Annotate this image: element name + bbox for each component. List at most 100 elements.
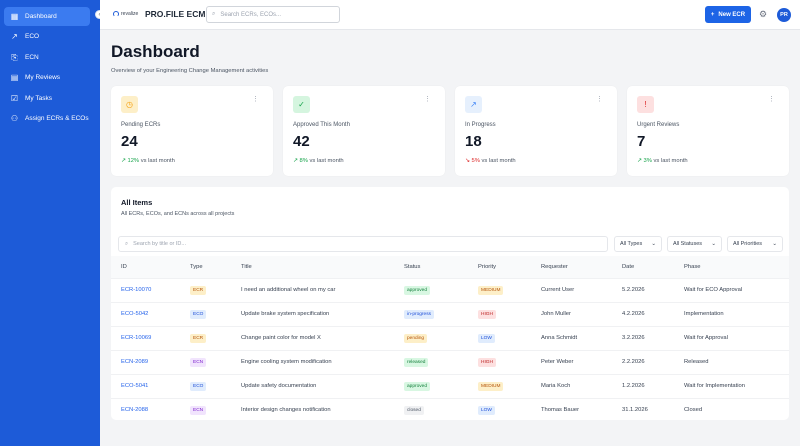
type-badge: ECN (190, 358, 207, 367)
plus-icon: + (710, 11, 715, 18)
item-requester: Current User (541, 287, 575, 293)
item-requester: Thomas Bauer (541, 407, 580, 413)
priority-badge: HIGH (478, 310, 496, 319)
stat-card: ✓ ⋮ Approved This Month 42 ↗ 8% vs last … (283, 86, 445, 176)
panel-subtitle: All ECRs, ECOs, and ECNs across all proj… (121, 211, 235, 217)
trend-value: 8% (299, 158, 308, 164)
priority-badge: MEDIUM (478, 286, 504, 295)
item-title: Interior design changes notification (241, 407, 331, 413)
table-row[interactable]: ECN-2088 ECN Interior design changes not… (111, 398, 789, 422)
filter-label: All Types (620, 241, 643, 247)
stat-trend: ↗ 3% vs last month (637, 158, 688, 164)
search-placeholder: Search by title or ID... (133, 241, 186, 247)
trend-value: 12% (127, 158, 140, 164)
type-filter-select[interactable]: All Types ⌄ (614, 236, 662, 252)
chevron-left-icon: ‹ (99, 12, 101, 18)
table-search-input[interactable]: ⌕ Search by title or ID... (118, 236, 608, 252)
item-title: Change paint color for model X (241, 335, 321, 341)
item-requester: Peter Weber (541, 359, 574, 365)
type-badge: ECR (190, 334, 207, 343)
priority-badge: LOW (478, 406, 495, 415)
dashboard-icon: ▦ (10, 12, 19, 21)
item-id-link[interactable]: ECR-10069 (121, 335, 152, 341)
chevron-down-icon: ⌄ (772, 241, 777, 247)
new-ecr-label: New ECR (718, 11, 746, 18)
chevron-down-icon: ⌄ (651, 241, 656, 247)
logo-mark-icon (113, 11, 119, 17)
table-row[interactable]: ECN-2089 ECN Engine cooling system modif… (111, 350, 789, 374)
status-badge: pending (404, 334, 428, 343)
item-phase: Wait for Implementation (684, 383, 745, 389)
column-header[interactable]: Title (241, 264, 252, 270)
type-badge: ECO (190, 382, 207, 391)
sidebar-item-label: Dashboard (25, 13, 57, 20)
item-phase: Implementation (684, 311, 724, 317)
column-header[interactable]: ID (121, 264, 127, 270)
clipboard-icon: ▤ (10, 73, 19, 82)
table-row[interactable]: ECR-10069 ECR Change paint color for mod… (111, 326, 789, 350)
stat-label: Urgent Reviews (637, 122, 680, 128)
table-header: ID Type Title Status Priority Requester Date Ph… (111, 256, 789, 278)
item-id-link[interactable]: ECR-10070 (121, 287, 152, 293)
trend-suffix: vs last month (653, 158, 688, 164)
more-options-icon[interactable]: ⋮ (768, 96, 775, 103)
table-row[interactable]: ECR-10070 ECR I need an additional wheel… (111, 278, 789, 302)
column-header[interactable]: Type (190, 264, 203, 270)
stat-value: 7 (637, 133, 646, 150)
page-subtitle: Overview of your Engineering Change Mana… (111, 68, 269, 74)
search-placeholder: Search ECRs, ECOs... (220, 11, 282, 18)
global-search-input[interactable]: ⌕ Search ECRs, ECOs... (206, 6, 340, 23)
item-requester: Maria Koch (541, 383, 571, 389)
type-badge: ECN (190, 406, 207, 415)
status-badge: closed (404, 406, 424, 415)
item-title: Update safety documentation (241, 383, 317, 389)
item-id-link[interactable]: ECO-5042 (121, 311, 149, 317)
trend-suffix: vs last month (140, 158, 175, 164)
filter-label: All Priorities (733, 241, 763, 247)
sidebar-item-my-tasks[interactable]: ☑ My Tasks (4, 89, 90, 108)
column-header[interactable]: Requester (541, 264, 568, 270)
sidebar: ▦ Dashboard ↗ ECO ⎘ ECN ▤ My Reviews ☑ My Tas… (0, 0, 100, 446)
stat-trend: ↗ 12% vs last month (121, 158, 175, 164)
app-title: PRO.FILE ECM (145, 9, 206, 19)
more-options-icon[interactable]: ⋮ (596, 96, 603, 103)
column-header[interactable]: Priority (478, 264, 497, 270)
trend-suffix: vs last month (309, 158, 344, 164)
table-row[interactable]: ECO-5042 ECO Update brake system specifi… (111, 302, 789, 326)
table-row[interactable]: ECO-5041 ECO Update safety documentation… (111, 374, 789, 398)
sidebar-item-dashboard[interactable]: ▦ Dashboard (4, 7, 90, 26)
column-header[interactable]: Status (404, 264, 421, 270)
status-badge: approved (404, 286, 431, 295)
status-filter-select[interactable]: All Statuses ⌄ (667, 236, 722, 252)
sidebar-item-label: My Reviews (25, 74, 61, 81)
item-title: Update brake system specification (241, 311, 330, 317)
sidebar-item-ecn[interactable]: ⎘ ECN (4, 48, 90, 67)
trend-value: 5% (471, 158, 480, 164)
item-phase: Wait for Approval (684, 335, 728, 341)
item-date: 5.2.2026 (622, 287, 645, 293)
item-id-link[interactable]: ECN-2089 (121, 359, 149, 365)
sidebar-item-assign[interactable]: ⚇ Assign ECRs & ECOs (4, 109, 90, 128)
priority-filter-select[interactable]: All Priorities ⌄ (727, 236, 783, 252)
check-circle-icon: ✓ (293, 96, 310, 113)
item-id-link[interactable]: ECN-2088 (121, 407, 149, 413)
more-options-icon[interactable]: ⋮ (424, 96, 431, 103)
chevron-down-icon: ⌄ (711, 241, 716, 247)
top-bar: revalize PRO.FILE ECM ⌕ Search ECRs, ECOs… (100, 0, 800, 30)
gear-icon[interactable]: ⚙ (759, 9, 768, 19)
more-options-icon[interactable]: ⋮ (252, 96, 259, 103)
sidebar-item-label: ECN (25, 54, 39, 61)
avatar[interactable]: PR (777, 8, 791, 22)
sidebar-item-my-reviews[interactable]: ▤ My Reviews (4, 68, 90, 87)
sidebar-item-eco[interactable]: ↗ ECO (4, 27, 90, 46)
filter-label: All Statuses (673, 241, 703, 247)
stat-value: 42 (293, 133, 310, 150)
stat-value: 24 (121, 133, 138, 150)
status-badge: approved (404, 382, 431, 391)
new-ecr-button[interactable]: + New ECR (705, 6, 751, 23)
item-id-link[interactable]: ECO-5041 (121, 383, 149, 389)
stat-label: Pending ECRs (121, 122, 161, 128)
stat-label: In Progress (465, 122, 496, 128)
column-header[interactable]: Phase (684, 264, 701, 270)
column-header[interactable]: Date (622, 264, 635, 270)
